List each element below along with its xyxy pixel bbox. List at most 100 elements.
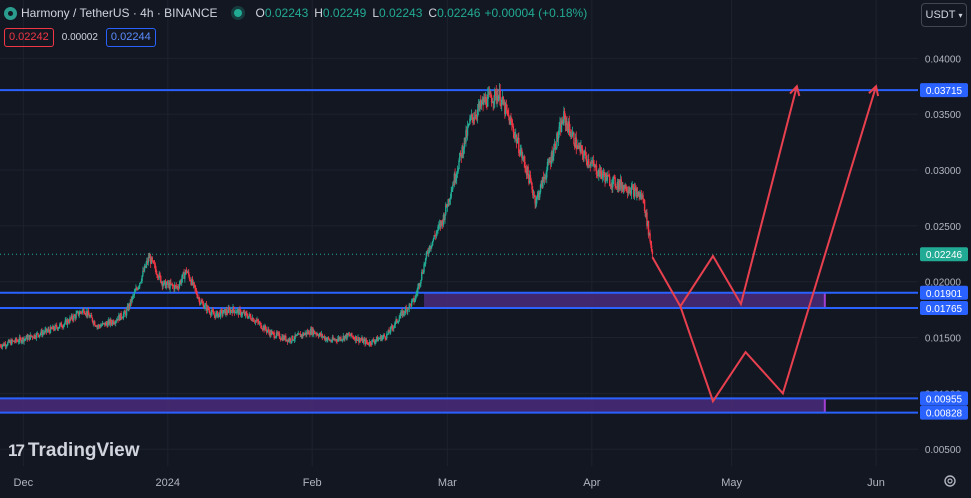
candle-body: [629, 190, 632, 195]
gear-icon[interactable]: [943, 474, 957, 488]
sell-price-button[interactable]: 0.02242: [4, 28, 54, 47]
candle-body: [320, 333, 322, 336]
candle-body: [525, 170, 528, 176]
candle-body: [323, 336, 325, 338]
candle-body: [287, 339, 289, 342]
candle-body: [291, 335, 293, 342]
buy-price-button[interactable]: 0.02244: [105, 28, 156, 47]
tradingview-logo-text: TradingView: [27, 440, 140, 461]
candle-body: [332, 337, 334, 340]
candle-body: [38, 334, 41, 337]
candle-body: [106, 323, 108, 327]
candle-body: [384, 336, 386, 339]
candle-body: [650, 241, 652, 246]
candle-body: [167, 283, 170, 285]
candle-body: [640, 193, 642, 196]
price-tick-label: 0.03000: [925, 166, 962, 177]
candle-body: [508, 116, 511, 125]
candle-body: [435, 235, 437, 237]
candle-body: [95, 325, 98, 328]
candle-body: [483, 97, 485, 105]
candle-body: [434, 235, 436, 237]
currency-selector[interactable]: USDT ▾: [921, 3, 967, 27]
open-label: O: [255, 6, 265, 20]
candle-body: [33, 334, 35, 338]
candle-body: [276, 332, 278, 335]
candle-body: [447, 199, 449, 207]
candle-body: [297, 333, 299, 335]
candle-body: [548, 161, 550, 163]
candle-body: [493, 101, 495, 104]
candle-body: [306, 331, 309, 334]
candle-body: [136, 288, 139, 290]
symbol-title[interactable]: Harmony / TetherUS · 4h · BINANCE: [21, 6, 218, 20]
candle-body: [350, 332, 352, 336]
candle-body: [164, 280, 167, 288]
candle-body: [379, 335, 382, 339]
candle-body: [35, 333, 38, 338]
candle-body: [446, 206, 449, 208]
candle-body: [516, 141, 518, 144]
candle-body: [23, 338, 25, 342]
candle-body: [168, 283, 171, 289]
candle-body: [534, 195, 536, 204]
candle-body: [650, 245, 653, 251]
candle-body: [94, 321, 96, 326]
candle-body: [357, 337, 359, 341]
candle-body: [622, 185, 625, 191]
candle-body: [292, 340, 295, 341]
candle-body: [43, 332, 45, 334]
candle-body: [81, 310, 84, 313]
candle-body: [236, 310, 238, 313]
candle-body: [175, 285, 177, 288]
candle-body: [469, 116, 472, 119]
candle-body: [403, 310, 405, 314]
tradingview-logo[interactable]: 17 TradingView: [8, 440, 140, 462]
candle-body: [241, 312, 244, 315]
candle-body: [66, 319, 68, 325]
candle-body: [275, 336, 277, 338]
close-label: C: [428, 6, 438, 20]
candle-body: [150, 257, 153, 264]
candle-body: [526, 166, 529, 176]
candle-body: [591, 160, 594, 163]
candle-body: [409, 303, 411, 305]
candle-body: [3, 343, 5, 346]
candle-body: [608, 175, 610, 177]
candle-body: [578, 145, 581, 147]
candle-body: [142, 270, 145, 272]
candle-body: [365, 339, 367, 345]
candle-body: [363, 339, 365, 341]
candle-body: [130, 299, 132, 303]
candle-body: [617, 181, 619, 190]
candle-body: [52, 326, 54, 330]
candle-body: [34, 334, 36, 338]
candle-body: [268, 331, 271, 336]
candle-body: [529, 175, 532, 181]
candle-body: [294, 334, 296, 340]
candle-body: [351, 332, 353, 337]
candle-body: [229, 309, 231, 314]
candle-body: [181, 273, 184, 280]
candle-body: [466, 130, 468, 136]
candle-body: [418, 283, 421, 287]
candle-body: [351, 336, 354, 337]
candle-body: [396, 321, 399, 323]
candle-body: [352, 336, 355, 339]
candle-body: [613, 176, 616, 178]
candle-body: [393, 326, 395, 329]
candle-body: [411, 299, 414, 301]
candle-body: [486, 105, 488, 107]
candle-body: [56, 327, 59, 330]
candle-body: [9, 340, 11, 343]
candle-body: [71, 315, 73, 320]
candle-body: [100, 325, 102, 328]
candle-body: [111, 322, 113, 325]
candle-body: [77, 311, 80, 316]
candle-body: [538, 192, 540, 198]
candle-body: [610, 184, 612, 187]
high-label: H: [314, 6, 323, 20]
candle-body: [567, 125, 569, 133]
candle-body: [571, 133, 574, 137]
